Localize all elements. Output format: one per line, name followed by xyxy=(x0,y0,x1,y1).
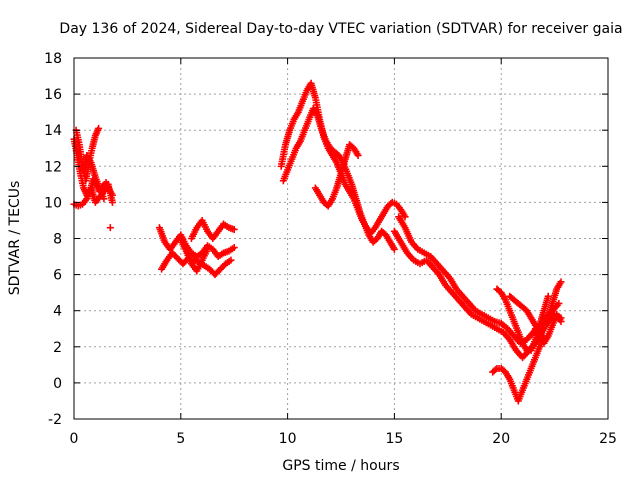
axis-ticks: 0 5 10 15 20 25 -2 0 2 4 6 8 10 12 14 16 18 xyxy=(44,51,617,447)
series-track-h xyxy=(187,216,238,242)
series-track-o xyxy=(489,332,548,405)
series-track-i xyxy=(177,236,211,275)
y-tick-label: 8 xyxy=(53,232,62,248)
y-tick-label: 6 xyxy=(53,268,62,284)
grid-lines xyxy=(74,58,608,419)
x-tick-label: 10 xyxy=(279,431,297,447)
x-axis-title: GPS time / hours xyxy=(282,458,399,474)
data-point xyxy=(108,198,116,206)
y-tick-label: 18 xyxy=(44,51,62,67)
x-tick-label: 25 xyxy=(599,431,617,447)
data-point xyxy=(354,151,362,159)
series-track-q xyxy=(506,278,565,336)
chart-title: Day 136 of 2024, Sidereal Day-to-day VTE… xyxy=(59,21,622,37)
y-tick-label: 4 xyxy=(53,304,62,320)
data-point xyxy=(106,224,114,232)
series-track-p xyxy=(493,285,552,354)
y-tick-label: -2 xyxy=(48,412,62,428)
data-point xyxy=(557,278,565,286)
y-tick-label: 0 xyxy=(53,376,62,392)
series-track-j xyxy=(277,79,409,237)
data-point xyxy=(401,213,409,221)
y-tick-label: 14 xyxy=(44,123,62,139)
x-tick-label: 0 xyxy=(70,431,79,447)
series-track-r xyxy=(531,310,565,347)
data-point xyxy=(230,225,238,233)
data-point xyxy=(544,292,552,300)
y-axis-title: SDTVAR / TECUs xyxy=(7,181,23,296)
data-point xyxy=(390,245,398,253)
y-tick-label: 10 xyxy=(44,195,62,211)
series-track-l xyxy=(311,141,362,210)
data-point xyxy=(100,195,108,203)
y-tick-label: 2 xyxy=(53,340,62,356)
y-tick-label: 12 xyxy=(44,159,62,175)
y-tick-label: 16 xyxy=(44,87,62,103)
data-point xyxy=(492,366,500,374)
data-point xyxy=(230,244,238,252)
x-tick-label: 5 xyxy=(176,431,185,447)
data-point xyxy=(204,245,211,253)
data-point xyxy=(95,124,103,132)
x-tick-label: 15 xyxy=(385,431,403,447)
data-point xyxy=(555,299,563,307)
data-point xyxy=(227,256,235,264)
x-tick-label: 20 xyxy=(492,431,510,447)
series-track-e xyxy=(106,224,114,232)
data-points xyxy=(70,79,565,405)
series-track-d xyxy=(79,151,108,203)
data-point xyxy=(557,318,565,326)
series-track-k xyxy=(279,105,398,253)
